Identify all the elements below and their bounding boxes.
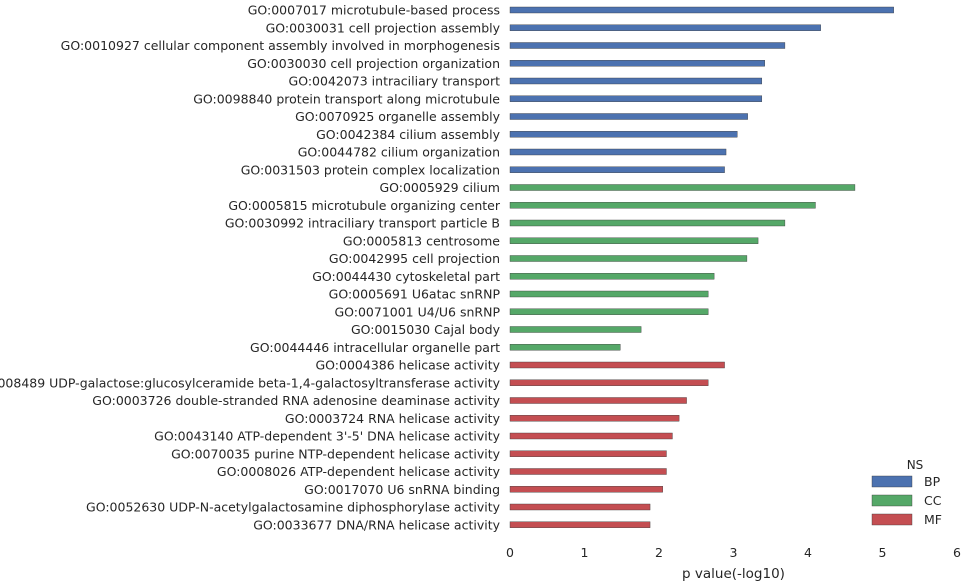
legend-label-bp: BP <box>924 474 941 489</box>
category-label: GO:0070925 organelle assembly <box>295 109 501 124</box>
legend-label-cc: CC <box>924 493 942 508</box>
bar-cc <box>509 326 642 333</box>
category-label: GO:0098840 protein transport along micro… <box>193 91 500 106</box>
category-label: GO:0003724 RNA helicase activity <box>285 411 501 426</box>
bar-mf <box>509 361 725 369</box>
bar-bp <box>509 77 763 85</box>
bar-cc <box>509 290 709 298</box>
bar-mf <box>509 486 663 493</box>
bar-bp <box>509 148 727 156</box>
bar-bp <box>509 113 748 120</box>
bar-mf <box>509 521 651 528</box>
legend-swatch-cc <box>871 494 913 507</box>
x-tick-label: 2 <box>655 545 663 560</box>
category-label: GO:0008489 UDP-galactose:glucosylceramid… <box>0 375 501 390</box>
x-tick-label: 3 <box>730 545 738 560</box>
bar-cc <box>509 219 786 227</box>
category-label: GO:0052630 UDP-N-acetylgalactosamine dip… <box>86 500 501 515</box>
category-label: GO:0008026 ATP-dependent helicase activi… <box>217 464 501 479</box>
legend-swatch-mf <box>871 513 913 526</box>
category-label: GO:0005815 microtubule organizing center <box>228 198 501 213</box>
category-label: GO:0044430 cytoskeletal part <box>312 269 500 284</box>
category-label: GO:0042073 intraciliary transport <box>289 74 501 89</box>
category-label: GO:0033677 DNA/RNA helicase activity <box>253 517 500 532</box>
bar-mf <box>509 379 709 386</box>
category-label: GO:0070035 purine NTP-dependent helicase… <box>171 446 501 461</box>
category-label: GO:0031503 protein complex localization <box>241 162 500 177</box>
category-label: GO:0005691 U6atac snRNP <box>329 287 501 302</box>
category-label: GO:0030030 cell projection organization <box>247 56 500 71</box>
bar-cc <box>509 255 748 262</box>
bar-mf <box>509 415 680 422</box>
bar-cc <box>509 237 759 244</box>
category-label: GO:0071001 U4/U6 snRNP <box>334 304 500 319</box>
bar-bp <box>509 24 821 31</box>
category-label: GO:0042995 cell projection <box>329 251 500 266</box>
bar-mf <box>509 450 667 457</box>
category-label: GO:0044782 cilium organization <box>298 145 500 160</box>
category-label: GO:0004386 helicase activity <box>315 358 500 373</box>
category-labels: GO:0007017 microtubule-based process GO:0… <box>0 3 501 533</box>
bars <box>509 6 894 528</box>
category-label: GO:0005929 cilium <box>379 180 500 195</box>
x-axis-title: p value(-log10) <box>682 566 785 582</box>
bar-cc <box>509 273 715 280</box>
category-label: GO:0017070 U6 snRNA binding <box>304 482 500 497</box>
category-label: GO:0007017 microtubule-based process <box>248 3 500 18</box>
bar-bp <box>509 6 894 14</box>
category-label: GO:0044446 intracellular organelle part <box>250 340 500 355</box>
category-label: GO:0042384 cilium assembly <box>316 127 500 142</box>
category-label: GO:0005813 centrosome <box>343 233 500 248</box>
x-tick-label: 1 <box>581 545 589 560</box>
category-label: GO:0010927 cellular component assembly i… <box>61 38 500 53</box>
x-tick-label: 6 <box>953 545 961 560</box>
x-axis-ticks: 0 1 2 3 4 5 6 <box>506 545 961 560</box>
x-tick-label: 4 <box>804 545 812 560</box>
bar-bp <box>509 131 738 138</box>
category-label: GO:0030992 intraciliary transport partic… <box>225 216 500 231</box>
bar-cc <box>509 308 709 315</box>
category-label: GO:0030031 cell projection assembly <box>266 20 501 35</box>
category-label: GO:0003726 double-stranded RNA adenosine… <box>92 393 500 408</box>
bar-cc <box>509 344 621 351</box>
bar-cc <box>509 184 856 191</box>
bar-bp <box>509 60 765 67</box>
bar-mf <box>509 432 673 440</box>
x-tick-label: 5 <box>879 545 887 560</box>
bar-bp <box>509 42 786 49</box>
bar-bp <box>509 95 763 102</box>
legend-label-mf: MF <box>924 512 942 527</box>
bar-mf <box>509 503 651 511</box>
category-label: GO:0015030 Cajal body <box>351 322 501 337</box>
legend-swatch-bp <box>871 475 913 488</box>
x-tick-label: 0 <box>506 545 514 560</box>
bar-mf <box>509 468 667 475</box>
bar-cc <box>509 202 816 209</box>
bar-mf <box>509 397 687 404</box>
category-label: GO:0043140 ATP-dependent 3'-5' DNA helic… <box>154 429 500 444</box>
legend-title: NS <box>907 458 924 472</box>
bar-bp <box>509 166 725 173</box>
